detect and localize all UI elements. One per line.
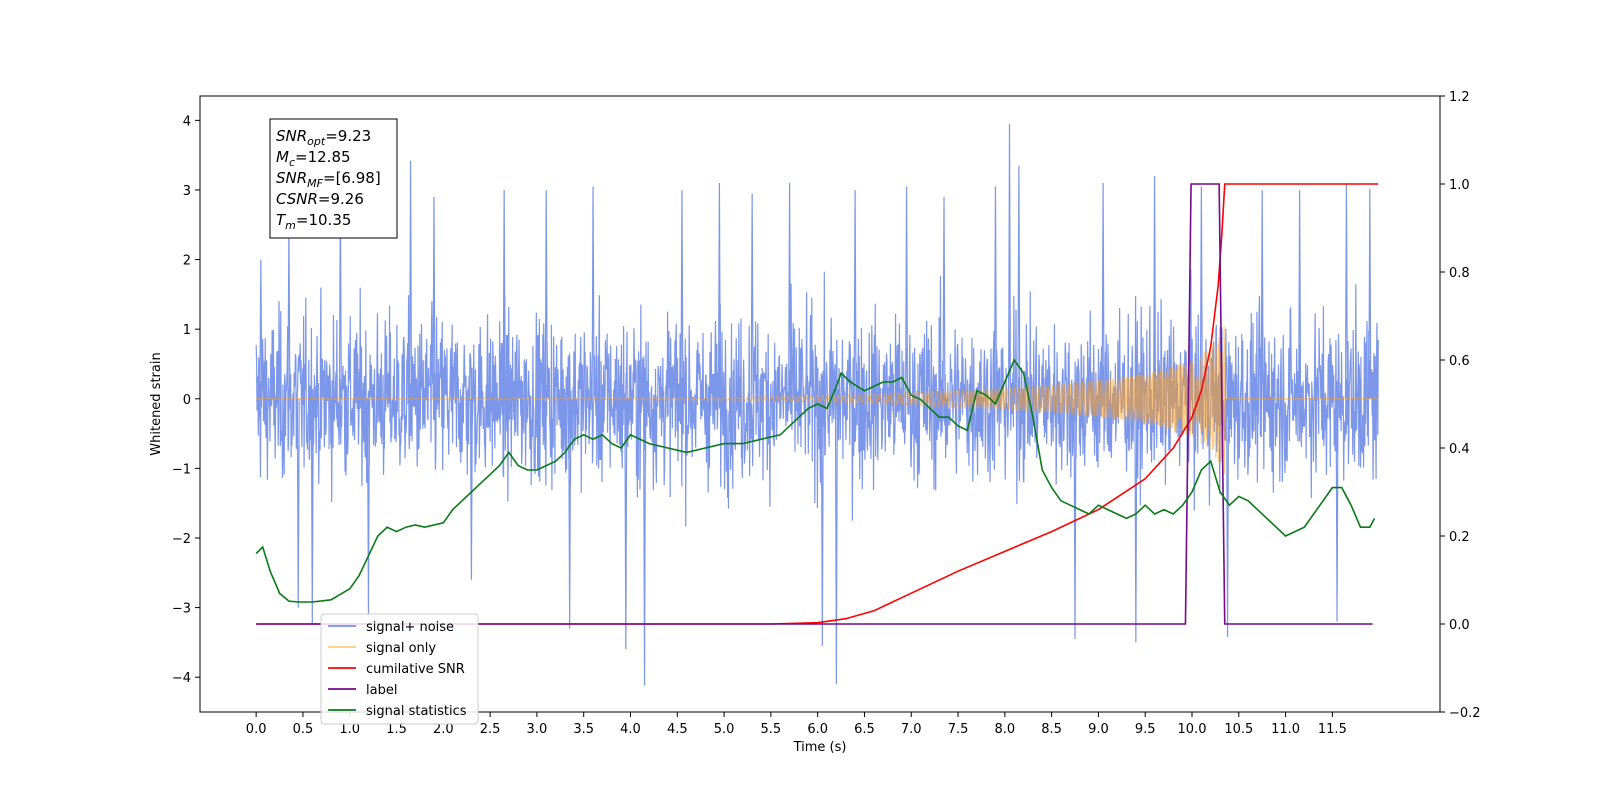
- y-right-tick-label: −0.2: [1449, 706, 1481, 721]
- x-tick-label: 8.0: [994, 722, 1015, 737]
- y-right-tick-label: 1.2: [1449, 90, 1470, 105]
- y-axis-label: Whitened strain: [149, 352, 164, 455]
- x-tick-label: 2.0: [433, 722, 454, 737]
- series-layer: [255, 123, 1379, 686]
- annotation-subscript: m: [285, 219, 296, 232]
- annotation-value: =[6.98]: [323, 169, 381, 187]
- x-tick-label: 5.0: [714, 722, 735, 737]
- x-tick-label: 5.5: [761, 722, 782, 737]
- plot-frame: [199, 95, 1441, 713]
- annotation-value: =9.26: [318, 190, 364, 208]
- x-axis-label: Time (s): [793, 740, 847, 755]
- x-tick-label: 7.5: [948, 722, 969, 737]
- x-tick-label: 3.0: [527, 722, 548, 737]
- y-axis-right: −0.2 0.0 0.2 0.4 0.6 0.8 1.0 1.2: [1440, 90, 1481, 721]
- legend-frame: [320, 613, 479, 725]
- annotation-line: CSNR=9.26: [276, 190, 364, 208]
- series-line: [255, 123, 1379, 686]
- y-right-tick-label: 0.0: [1449, 618, 1470, 633]
- x-tick-label: 0.5: [293, 722, 314, 737]
- y-right-tick-label: 0.4: [1449, 442, 1470, 457]
- series-line: [256, 183, 1373, 625]
- x-tick-label: 9.5: [1135, 722, 1156, 737]
- legend-label: signal statistics: [366, 704, 467, 719]
- y-left-tick-label: −2: [172, 532, 191, 547]
- annotation-symbol: SNR: [276, 169, 307, 187]
- annotation-value: =9.23: [325, 127, 371, 145]
- annotation-line: SNRMF=[6.98]: [276, 169, 381, 190]
- x-tick-label: 6.5: [854, 722, 875, 737]
- y-left-tick-label: −3: [172, 602, 191, 617]
- y-right-tick-label: 0.8: [1449, 266, 1470, 281]
- x-tick-label: 10.0: [1178, 722, 1207, 737]
- annotation-symbol: CSNR: [276, 190, 318, 208]
- y-left-tick-label: −1: [172, 462, 191, 477]
- series-line: [256, 183, 1379, 625]
- x-tick-label: 4.5: [667, 722, 688, 737]
- y-left-tick-label: −4: [172, 671, 191, 686]
- x-tick-label: 8.5: [1041, 722, 1062, 737]
- y-right-tick-label: 0.2: [1449, 530, 1470, 545]
- annotation-symbol: T: [276, 211, 287, 229]
- annotation-box: SNRopt=9.23Mc=12.85SNRMF=[6.98]CSNR=9.26…: [269, 118, 398, 239]
- y-axis-left: −4 −3 −2 −1 0 1 2 3 4: [172, 114, 200, 686]
- annotation-line: SNRopt=9.23: [276, 127, 371, 148]
- x-tick-label: 9.0: [1088, 722, 1109, 737]
- x-tick-label: 1.5: [386, 722, 407, 737]
- x-tick-label: 6.0: [807, 722, 828, 737]
- y-right-tick-label: 1.0: [1449, 178, 1470, 193]
- x-tick-label: 0.0: [246, 722, 267, 737]
- annotation-symbol: M: [276, 148, 289, 166]
- annotation-subscript: c: [289, 156, 295, 169]
- x-tick-label: 2.5: [480, 722, 501, 737]
- y-left-tick-label: 4: [183, 114, 191, 129]
- y-left-tick-label: 2: [183, 254, 191, 269]
- legend-label: signal+ noise: [366, 620, 454, 635]
- x-tick-label: 10.5: [1224, 722, 1253, 737]
- x-tick-label: 1.0: [339, 722, 360, 737]
- x-tick-label: 7.0: [901, 722, 922, 737]
- series-line: [256, 326, 1379, 474]
- annotation-line: Tm=10.35: [276, 211, 351, 232]
- annotation-line: Mc=12.85: [276, 148, 351, 169]
- legend: signal+ noise signal only cumilative SNR la…: [320, 613, 479, 725]
- annotation-value: =10.35: [296, 211, 352, 229]
- annotation-value: =12.85: [295, 148, 351, 166]
- y-left-tick-label: 3: [183, 184, 191, 199]
- x-tick-label: 11.0: [1271, 722, 1300, 737]
- y-left-tick-label: 0: [183, 393, 191, 408]
- legend-label: signal only: [366, 641, 436, 656]
- x-tick-label: 4.0: [620, 722, 641, 737]
- x-axis: 0.0 0.5 1.0 1.5 2.0 2.5 3.0 3.5 4.0 4.5 5.0 5.5 6.0 6…: [246, 712, 1347, 737]
- series-line: [255, 358, 1376, 603]
- x-tick-label: 3.5: [573, 722, 594, 737]
- legend-label: cumilative SNR: [366, 662, 465, 677]
- legend-label: label: [366, 683, 397, 698]
- annotation-symbol: SNR: [276, 127, 307, 145]
- x-tick-label: 11.5: [1318, 722, 1347, 737]
- annotation-subscript: opt: [307, 135, 326, 148]
- annotation-frame: [269, 118, 398, 239]
- y-left-tick-label: 1: [183, 323, 191, 338]
- y-right-tick-label: 0.6: [1449, 354, 1470, 369]
- annotation-subscript: MF: [307, 177, 323, 190]
